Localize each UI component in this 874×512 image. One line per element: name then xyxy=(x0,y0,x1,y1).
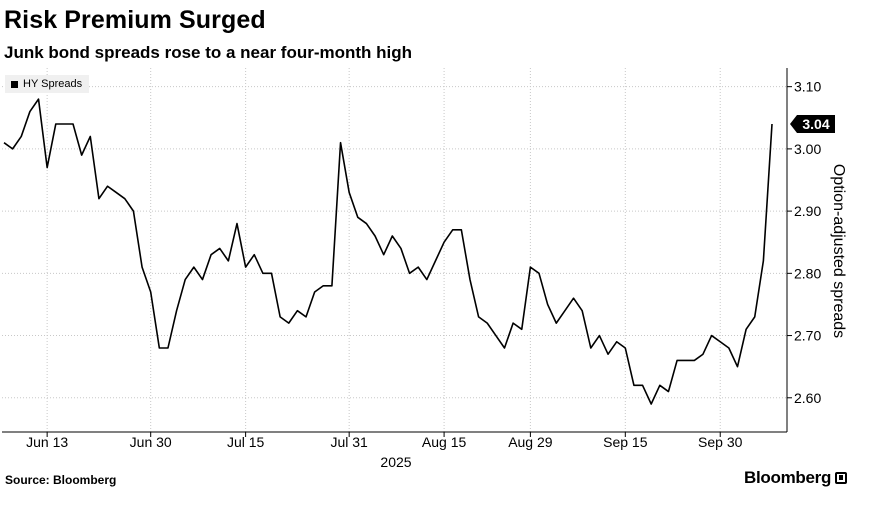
y-tick-label-3.00: 3.00 xyxy=(794,141,821,157)
y-tick-label-2.80: 2.80 xyxy=(794,265,821,281)
x-tick-label-aug-29: Aug 29 xyxy=(508,434,553,450)
y-tick-label-2.60: 2.60 xyxy=(794,390,821,406)
series-line-hy-spreads xyxy=(3,98,773,405)
x-tick-labels: Jun 13 Jun 30 Jul 15 Jul 31 Aug 15 Aug 29 Sep … xyxy=(26,434,743,450)
bloomberg-logo: Bloomberg xyxy=(744,468,848,488)
brand-text: Bloomberg xyxy=(744,468,832,487)
y-tick-label-2.70: 2.70 xyxy=(794,328,821,344)
legend-label: HY Spreads xyxy=(23,78,83,90)
bloomberg-logo-icon xyxy=(835,472,848,484)
last-value-label: 3.04 xyxy=(790,115,835,133)
y-axis-label: Option-adjusted spreads xyxy=(830,164,847,338)
source-note: Source: Bloomberg xyxy=(5,473,117,487)
axis xyxy=(2,68,792,437)
last-value-tag xyxy=(790,115,835,133)
y-tick-labels: 2.60 2.70 2.80 2.90 3.00 3.10 xyxy=(794,79,821,406)
chart-subtitle: Junk bond spreads rose to a near four-mo… xyxy=(4,43,413,62)
grid-lines xyxy=(2,68,787,432)
x-tick-label-jun-30: Jun 30 xyxy=(130,434,172,450)
last-value-text: 3.04 xyxy=(802,116,829,132)
x-axis-year-label: 2025 xyxy=(380,454,411,470)
chart-title: Risk Premium Surged xyxy=(4,6,266,34)
x-tick-label-jun-13: Jun 13 xyxy=(26,434,68,450)
x-tick-label-aug-15: Aug 15 xyxy=(422,434,467,450)
x-tick-label-sep-30: Sep 30 xyxy=(698,434,743,450)
y-tick-label-2.90: 2.90 xyxy=(794,203,821,219)
legend-swatch xyxy=(11,80,18,88)
legend: HY Spreads xyxy=(5,75,90,93)
y-tick-label-3.10: 3.10 xyxy=(794,79,821,95)
x-tick-label-jul-31: Jul 31 xyxy=(330,434,368,450)
x-tick-label-jul-15: Jul 15 xyxy=(227,434,265,450)
x-tick-label-sep-15: Sep 15 xyxy=(603,434,648,450)
